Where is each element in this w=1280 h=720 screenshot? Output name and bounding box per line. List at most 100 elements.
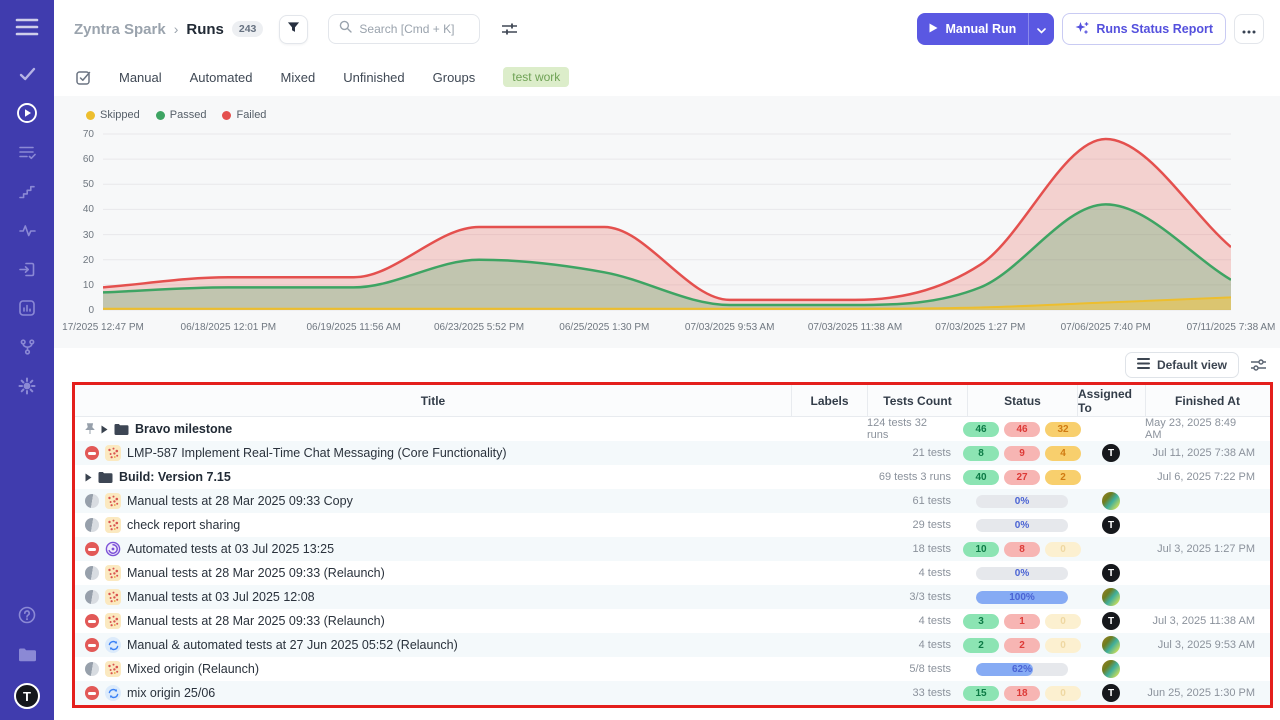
assignee-avatar: T <box>1102 684 1120 702</box>
column-header-tests-count[interactable]: Tests Count <box>867 385 967 416</box>
labels-cell <box>791 513 867 537</box>
run-title[interactable]: Automated tests at 03 Jul 2025 13:25 <box>127 542 335 556</box>
labels-cell <box>791 561 867 585</box>
tab-unfinished[interactable]: Unfinished <box>343 69 405 85</box>
run-title[interactable]: Manual & automated tests at 27 Jun 2025 … <box>127 638 458 652</box>
folder-icon <box>98 471 113 484</box>
sidebar-item-menu[interactable] <box>0 10 54 49</box>
search-input[interactable]: Search [Cmd + K] <box>328 14 481 44</box>
table-row[interactable]: Mixed origin (Relaunch) 5/8 tests 62% <box>75 657 1270 681</box>
sidebar-item-projects[interactable] <box>0 637 54 676</box>
sidebar-item-inbox[interactable] <box>0 252 54 291</box>
tests-count-cell: 4 tests <box>918 639 951 651</box>
sidebar-item-settings[interactable] <box>0 369 54 408</box>
column-header-assigned-to[interactable]: Assigned To <box>1077 385 1145 416</box>
sidebar-item-activity[interactable] <box>0 213 54 252</box>
expand-caret-icon[interactable] <box>101 425 108 434</box>
table-controls: Default view <box>54 348 1280 382</box>
default-view-button[interactable]: Default view <box>1124 352 1239 378</box>
select-runs-icon[interactable] <box>76 70 91 85</box>
legend-item-skipped[interactable]: Skipped <box>86 109 140 121</box>
sidebar-item-milestones[interactable] <box>0 174 54 213</box>
milestones-icon <box>19 184 35 204</box>
table-row[interactable]: Build: Version 7.15 69 tests 3 runs 40 27 2 J… <box>75 465 1270 489</box>
default-view-label: Default view <box>1156 358 1227 372</box>
integrations-icon <box>20 339 35 360</box>
run-title[interactable]: Manual tests at 03 Jul 2025 12:08 <box>127 590 315 604</box>
column-header-title[interactable]: Title <box>420 393 446 408</box>
filter-button[interactable] <box>279 14 309 44</box>
finished-at-cell <box>1145 585 1269 609</box>
sidebar-item-tests[interactable] <box>0 57 54 96</box>
y-axis-tick: 70 <box>82 129 94 140</box>
breadcrumb: Zyntra Spark › Runs 243 Search [Cmd + K] <box>74 14 518 44</box>
table-row[interactable]: Manual tests at 03 Jul 2025 12:08 3/3 tes… <box>75 585 1270 609</box>
run-title[interactable]: Manual tests at 28 Mar 2025 09:33 Copy <box>127 494 353 508</box>
finished-at-cell: Jul 3, 2025 9:53 AM <box>1157 639 1255 651</box>
table-row[interactable]: mix origin 25/06 33 tests 15 18 0 T Jun 25, 20… <box>75 681 1270 705</box>
run-title[interactable]: Manual tests at 28 Mar 2025 09:33 (Relau… <box>127 566 385 580</box>
sidebar-item-runs[interactable] <box>0 96 54 135</box>
main-area: Zyntra Spark › Runs 243 Search [Cmd + K] <box>54 0 1280 720</box>
run-title[interactable]: Bravo milestone <box>135 422 233 436</box>
table-row[interactable]: LMP-587 Implement Real-Time Chat Messagi… <box>75 441 1270 465</box>
x-axis-tick: 06/18/2025 12:01 PM <box>180 322 277 333</box>
legend-item-passed[interactable]: Passed <box>155 109 206 121</box>
run-title[interactable]: LMP-587 Implement Real-Time Chat Messagi… <box>127 446 507 460</box>
manual-run-dropdown-button[interactable] <box>1028 13 1055 45</box>
run-title[interactable]: Mixed origin (Relaunch) <box>127 662 260 676</box>
play-icon <box>929 22 938 36</box>
run-title[interactable]: Manual tests at 28 Mar 2025 09:33 (Relau… <box>127 614 385 628</box>
filter-tag[interactable]: test work <box>503 67 570 87</box>
table-row[interactable]: Bravo milestone 124 tests 32 runs 46 46 32 Ma… <box>75 417 1270 441</box>
table-row[interactable]: Manual tests at 28 Mar 2025 09:33 Copy 61… <box>75 489 1270 513</box>
column-header-labels[interactable]: Labels <box>791 385 867 416</box>
finished-at-cell: Jun 25, 2025 1:30 PM <box>1147 687 1255 699</box>
user-avatar[interactable]: T <box>14 683 40 709</box>
breadcrumb-separator-icon: › <box>173 21 179 37</box>
table-row[interactable]: Manual tests at 28 Mar 2025 09:33 (Relau… <box>75 561 1270 585</box>
table-settings-icon[interactable] <box>1251 358 1266 372</box>
projects-icon <box>18 647 37 667</box>
filter-tabs: Manual Automated Mixed Unfinished Groups tes… <box>54 58 1280 96</box>
labels-cell <box>791 441 867 465</box>
expand-caret-icon[interactable] <box>85 473 92 482</box>
mixed-run-type-icon <box>105 685 121 701</box>
table-row[interactable]: Manual & automated tests at 27 Jun 2025 … <box>75 633 1270 657</box>
column-header-finished-at[interactable]: Finished At <box>1145 385 1269 416</box>
run-stopped-icon <box>85 686 99 700</box>
table-row[interactable]: Automated tests at 03 Jul 2025 13:25 18 t… <box>75 537 1270 561</box>
breadcrumb-project[interactable]: Zyntra Spark <box>74 20 166 38</box>
search-settings-icon[interactable] <box>502 22 518 36</box>
x-axis-tick: 06/25/2025 1:30 PM <box>559 322 650 333</box>
sidebar-item-help[interactable] <box>0 598 54 637</box>
run-title[interactable]: check report sharing <box>127 518 241 532</box>
manual-run-type-icon <box>105 565 121 581</box>
passed-count-pill: 3 <box>963 613 999 629</box>
labels-cell <box>791 609 867 633</box>
runs-status-report-button[interactable]: Runs Status Report <box>1062 13 1226 45</box>
tab-manual[interactable]: Manual <box>119 69 162 85</box>
sidebar-item-integrations[interactable] <box>0 330 54 369</box>
status-cell: 15 18 0 <box>963 681 1081 705</box>
legend-item-failed[interactable]: Failed <box>222 109 266 121</box>
table-row[interactable]: check report sharing 29 tests 0% T <box>75 513 1270 537</box>
title-cell: Manual tests at 28 Mar 2025 09:33 (Relau… <box>75 609 791 633</box>
run-title[interactable]: mix origin 25/06 <box>127 686 216 700</box>
sidebar-item-test-plans[interactable] <box>0 135 54 174</box>
table-row[interactable]: Manual tests at 28 Mar 2025 09:33 (Relau… <box>75 609 1270 633</box>
run-title[interactable]: Build: Version 7.15 <box>119 470 231 484</box>
failed-count-pill: 46 <box>1004 421 1040 437</box>
x-axis-tick: 06/19/2025 11:56 AM <box>306 322 401 333</box>
tab-automated[interactable]: Automated <box>189 69 253 85</box>
tab-groups[interactable]: Groups <box>432 69 476 85</box>
tests-count-cell: 4 tests <box>918 615 951 627</box>
more-actions-button[interactable] <box>1234 14 1264 44</box>
column-header-status[interactable]: Status <box>967 385 1077 416</box>
sidebar-item-reports[interactable] <box>0 291 54 330</box>
manual-run-button[interactable]: Manual Run <box>917 13 1029 45</box>
assignee-cell <box>1077 633 1145 657</box>
progress-bar: 0% <box>976 518 1068 532</box>
tab-mixed[interactable]: Mixed <box>280 69 316 85</box>
title-cell: Manual tests at 03 Jul 2025 12:08 <box>75 585 791 609</box>
